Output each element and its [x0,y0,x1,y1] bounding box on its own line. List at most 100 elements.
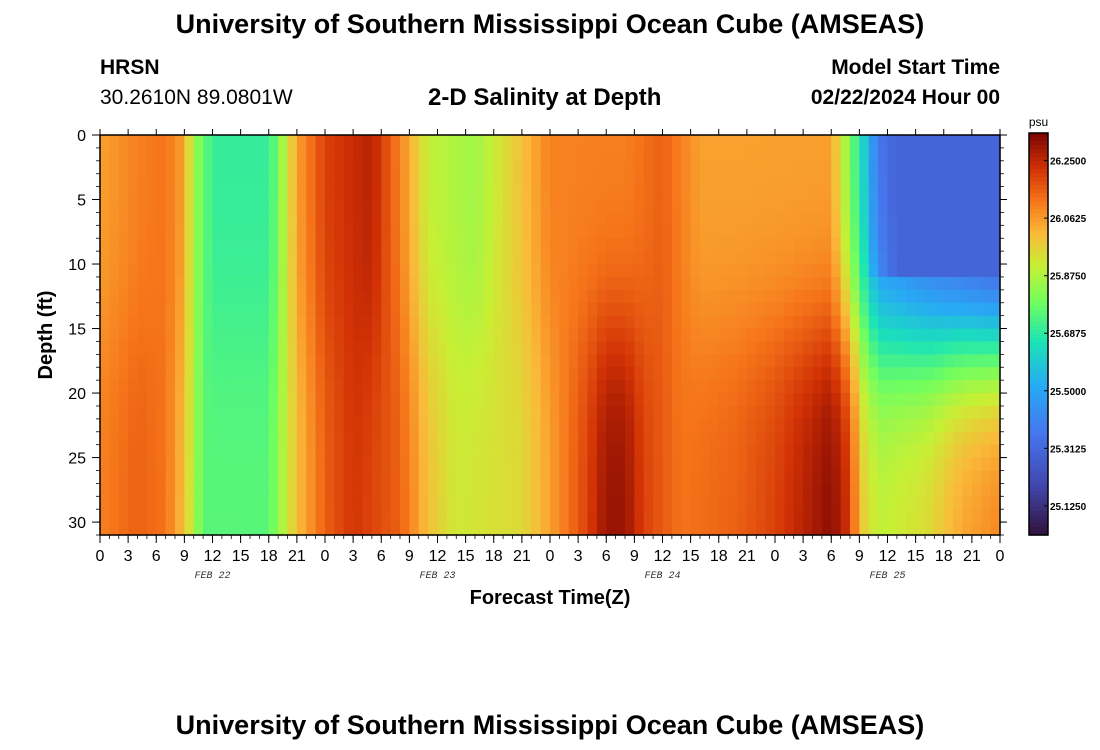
heatmap-cell [334,354,345,368]
heatmap-cell [353,380,364,394]
heatmap-cell [634,418,645,433]
heatmap-cell [859,483,870,497]
heatmap-cell [981,135,992,149]
heatmap-cell [568,380,579,394]
heatmap-cell [465,393,476,407]
heatmap-cell [906,147,917,162]
heatmap-cell [221,328,232,343]
heatmap-cell [990,496,1001,510]
heatmap-cell [390,135,401,149]
heatmap-cell [915,483,926,497]
heatmap-cell [934,393,945,407]
heatmap-cell [165,367,176,381]
heatmap-cell [128,276,139,291]
heatmap-cell [953,251,964,265]
heatmap-cell [643,276,654,291]
heatmap-cell [831,186,842,201]
heatmap-cell [521,444,532,459]
heatmap-cell [803,522,814,536]
heatmap-cell [128,483,139,497]
heatmap-cell [990,225,1001,239]
heatmap-cell [521,431,532,446]
heatmap-cell [971,509,982,523]
heatmap-cell [700,302,710,317]
heatmap-cell [390,173,401,188]
heatmap-cell [137,276,148,291]
heatmap-cell [540,328,551,343]
heatmap-cell [971,147,982,162]
heatmap-cell [118,496,129,510]
heatmap-cell [578,251,589,265]
heatmap-cell [568,160,579,175]
heatmap-cell [568,354,579,368]
heatmap-cell [550,367,560,381]
heatmap-cell [109,173,120,188]
heatmap-cell [334,160,345,175]
heatmap-cell [990,393,1001,407]
heatmap-cell [240,405,251,420]
heatmap-cell [259,328,270,343]
heatmap-cell [250,238,260,252]
heatmap-cell [287,238,298,252]
y-tick-label: 20 [68,386,86,403]
heatmap-cell [484,367,495,381]
heatmap-cell [756,225,767,239]
heatmap-cell [784,315,795,330]
heatmap-cell [231,160,242,175]
heatmap-cell [531,380,542,394]
heatmap-cell [690,483,701,497]
heatmap-cell [793,225,804,239]
heatmap-cell [193,496,204,510]
heatmap-cell [662,251,673,265]
heatmap-cell [400,173,410,188]
heatmap-cell [409,315,420,330]
heatmap-cell [990,367,1001,381]
heatmap-cell [484,302,495,317]
heatmap-cell [625,457,635,472]
heatmap-cell [587,302,598,317]
heatmap-cell [681,276,692,291]
heatmap-cell [550,199,560,214]
heatmap-cell [709,276,720,291]
heatmap-cell [587,405,598,420]
heatmap-cell [456,173,467,188]
heatmap-cell [550,509,560,523]
heatmap-cell [859,251,870,265]
heatmap-cell [137,186,148,201]
heatmap-cell [409,483,420,497]
heatmap-cell [803,238,814,252]
heatmap-cell [193,225,204,239]
heatmap-cell [887,496,898,510]
heatmap-cell [212,173,223,188]
heatmap-cell [475,315,485,330]
heatmap-cell [456,289,467,304]
heatmap-cell [465,341,476,355]
heatmap-cell [756,496,767,510]
x-tick-label: 3 [124,548,133,565]
heatmap-cell [278,135,289,149]
heatmap-cell [531,483,542,497]
heatmap-cell [231,483,242,497]
heatmap-cell [259,431,270,446]
heatmap-cell [653,212,664,226]
heatmap-cell [465,225,476,239]
heatmap-cell [831,393,842,407]
x-tick-label: 18 [485,548,503,565]
heatmap-cell [653,289,664,304]
heatmap-cell [803,393,814,407]
heatmap-cell [887,354,898,368]
heatmap-cell [906,289,917,304]
heatmap-cell [512,251,523,265]
heatmap-cell [250,483,260,497]
heatmap-cell [521,199,532,214]
heatmap-cell [662,302,673,317]
heatmap-cell [568,238,579,252]
heatmap-cell [203,354,214,368]
heatmap-cell [118,264,129,278]
heatmap-cell [203,264,214,278]
colorbar-segment [1029,269,1048,275]
heatmap-cell [625,147,635,162]
colorbar-segment [1029,506,1048,512]
heatmap-cell [334,328,345,343]
heatmap-cell [175,470,185,484]
